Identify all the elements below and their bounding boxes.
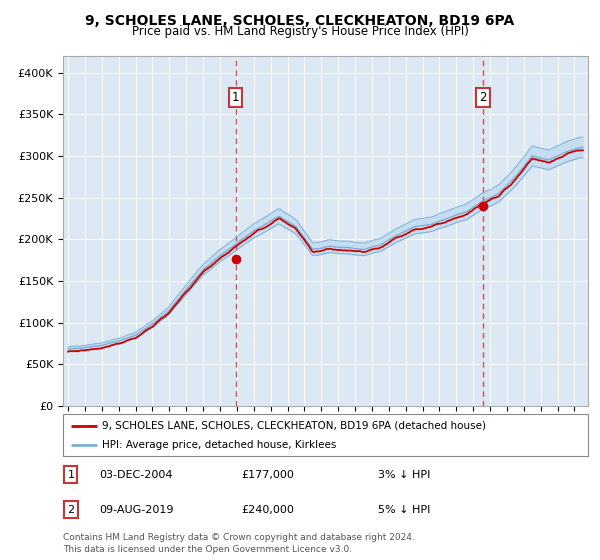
Text: Contains HM Land Registry data © Crown copyright and database right 2024.
This d: Contains HM Land Registry data © Crown c… [63, 533, 415, 554]
Text: 9, SCHOLES LANE, SCHOLES, CLECKHEATON, BD19 6PA: 9, SCHOLES LANE, SCHOLES, CLECKHEATON, B… [85, 14, 515, 28]
Text: 1: 1 [232, 91, 239, 104]
Text: £177,000: £177,000 [241, 470, 295, 479]
Text: 2: 2 [67, 505, 74, 515]
Text: 09-AUG-2019: 09-AUG-2019 [100, 505, 174, 515]
Text: 2: 2 [479, 91, 487, 104]
Text: 3% ↓ HPI: 3% ↓ HPI [378, 470, 430, 479]
Text: 03-DEC-2004: 03-DEC-2004 [100, 470, 173, 479]
Text: 1: 1 [67, 470, 74, 479]
Text: 5% ↓ HPI: 5% ↓ HPI [378, 505, 430, 515]
Text: Price paid vs. HM Land Registry's House Price Index (HPI): Price paid vs. HM Land Registry's House … [131, 25, 469, 38]
Text: 9, SCHOLES LANE, SCHOLES, CLECKHEATON, BD19 6PA (detached house): 9, SCHOLES LANE, SCHOLES, CLECKHEATON, B… [103, 421, 487, 431]
FancyBboxPatch shape [63, 414, 588, 456]
Text: £240,000: £240,000 [241, 505, 295, 515]
Text: HPI: Average price, detached house, Kirklees: HPI: Average price, detached house, Kirk… [103, 440, 337, 450]
